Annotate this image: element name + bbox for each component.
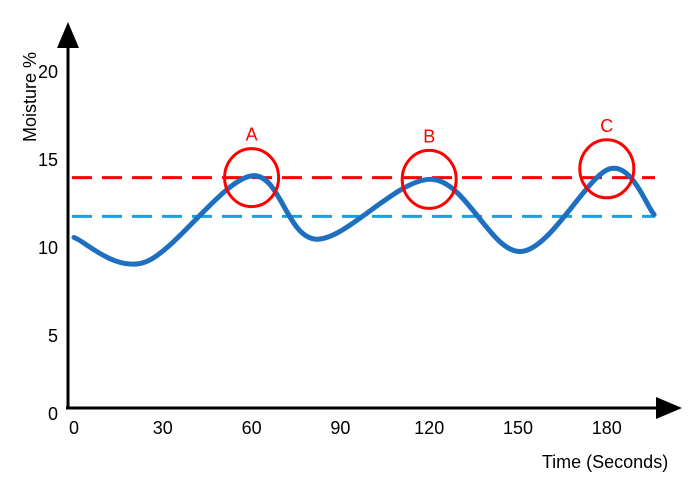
annotation-label: A	[246, 125, 258, 145]
y-tick-label: 10	[38, 238, 58, 258]
x-tick-label: 120	[414, 418, 444, 438]
highlight-circle-B	[400, 148, 458, 210]
x-tick-label: 30	[153, 418, 173, 438]
annotation-label: C	[600, 116, 613, 136]
x-tick-label: 90	[330, 418, 350, 438]
x-tick-label: 60	[242, 418, 262, 438]
y-tick-label: 20	[38, 62, 58, 82]
axes	[57, 22, 682, 419]
x-tick-label: 150	[503, 418, 533, 438]
highlight-circle-C	[578, 138, 636, 200]
x-axis-arrow	[656, 397, 682, 419]
y-tick-label: 5	[48, 326, 58, 346]
series-line-moisture	[71, 165, 657, 267]
y-tick-label: 0	[48, 404, 58, 424]
annotation-label: B	[423, 126, 435, 146]
y-axis-label: Moisture %	[20, 52, 40, 142]
highlight-circle-A	[223, 147, 281, 209]
x-tick-label: 0	[69, 418, 79, 438]
y-tick-label: 15	[38, 150, 58, 170]
x-axis-label: Time (Seconds)	[542, 452, 668, 472]
y-axis-arrow	[57, 22, 79, 48]
x-tick-label: 180	[592, 418, 622, 438]
